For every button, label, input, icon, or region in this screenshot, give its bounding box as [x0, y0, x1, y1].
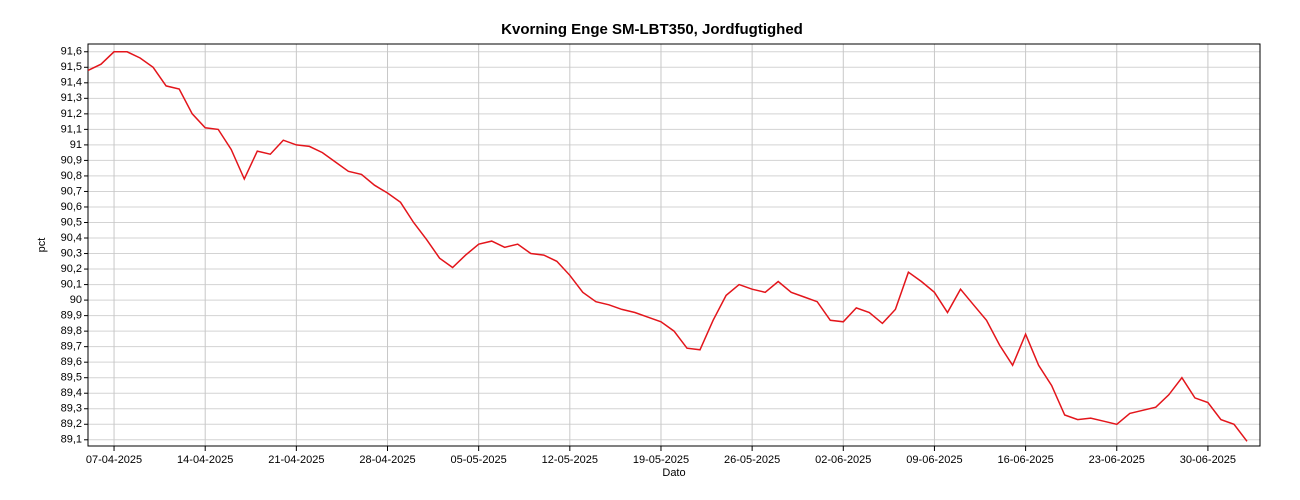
- y-tick-label: 89,2: [61, 418, 82, 430]
- x-tick-label: 16-06-2025: [997, 454, 1053, 466]
- y-tick-label: 91,4: [61, 77, 82, 89]
- y-tick-label: 90,5: [61, 216, 82, 228]
- y-tick-label: 90,3: [61, 247, 82, 259]
- y-tick-label: 89,9: [61, 310, 82, 322]
- x-tick-label: 14-04-2025: [177, 454, 233, 466]
- y-tick-label: 89,1: [61, 434, 82, 446]
- x-tick-label: 28-04-2025: [359, 454, 415, 466]
- y-tick-label: 90,2: [61, 263, 82, 275]
- y-tick-label: 89,8: [61, 325, 82, 337]
- y-tick-label: 91,5: [61, 61, 82, 73]
- x-tick-label: 09-06-2025: [906, 454, 962, 466]
- y-tick-label: 90,1: [61, 278, 82, 290]
- y-tick-label: 89,4: [61, 387, 82, 399]
- y-tick-label: 90: [70, 294, 82, 306]
- y-tick-label: 91,6: [61, 46, 82, 58]
- y-tick-label: 90,9: [61, 154, 82, 166]
- y-tick-label: 91,1: [61, 123, 82, 135]
- y-axis-label: pct: [36, 238, 48, 253]
- y-tick-label: 91: [70, 139, 82, 151]
- y-tick-label: 90,7: [61, 185, 82, 197]
- y-tick-label: 91,3: [61, 92, 82, 104]
- x-tick-label: 19-05-2025: [633, 454, 689, 466]
- y-tick-label: 89,6: [61, 356, 82, 368]
- x-tick-label: 26-05-2025: [724, 454, 780, 466]
- x-tick-label: 05-05-2025: [451, 454, 507, 466]
- x-tick-label: 23-06-2025: [1089, 454, 1145, 466]
- y-tick-label: 91,2: [61, 108, 82, 120]
- x-tick-label: 21-04-2025: [268, 454, 324, 466]
- plot-border: [87, 43, 1261, 447]
- chart-title: Kvorning Enge SM-LBT350, Jordfugtighed: [501, 21, 803, 38]
- y-tick-label: 89,3: [61, 403, 82, 415]
- y-tick-label: 90,8: [61, 170, 82, 182]
- x-tick-label: 12-05-2025: [542, 454, 598, 466]
- y-tick-label: 90,6: [61, 201, 82, 213]
- data-line: [87, 51, 1248, 442]
- y-tick-label: 89,7: [61, 341, 82, 353]
- y-tick-label: 90,4: [61, 232, 82, 244]
- plot-area: [88, 44, 1260, 446]
- y-tick-label: 89,5: [61, 372, 82, 384]
- x-axis-label: Dato: [662, 467, 685, 479]
- x-tick-label: 02-06-2025: [815, 454, 871, 466]
- x-tick-label: 30-06-2025: [1180, 454, 1236, 466]
- x-tick-label: 07-04-2025: [86, 454, 142, 466]
